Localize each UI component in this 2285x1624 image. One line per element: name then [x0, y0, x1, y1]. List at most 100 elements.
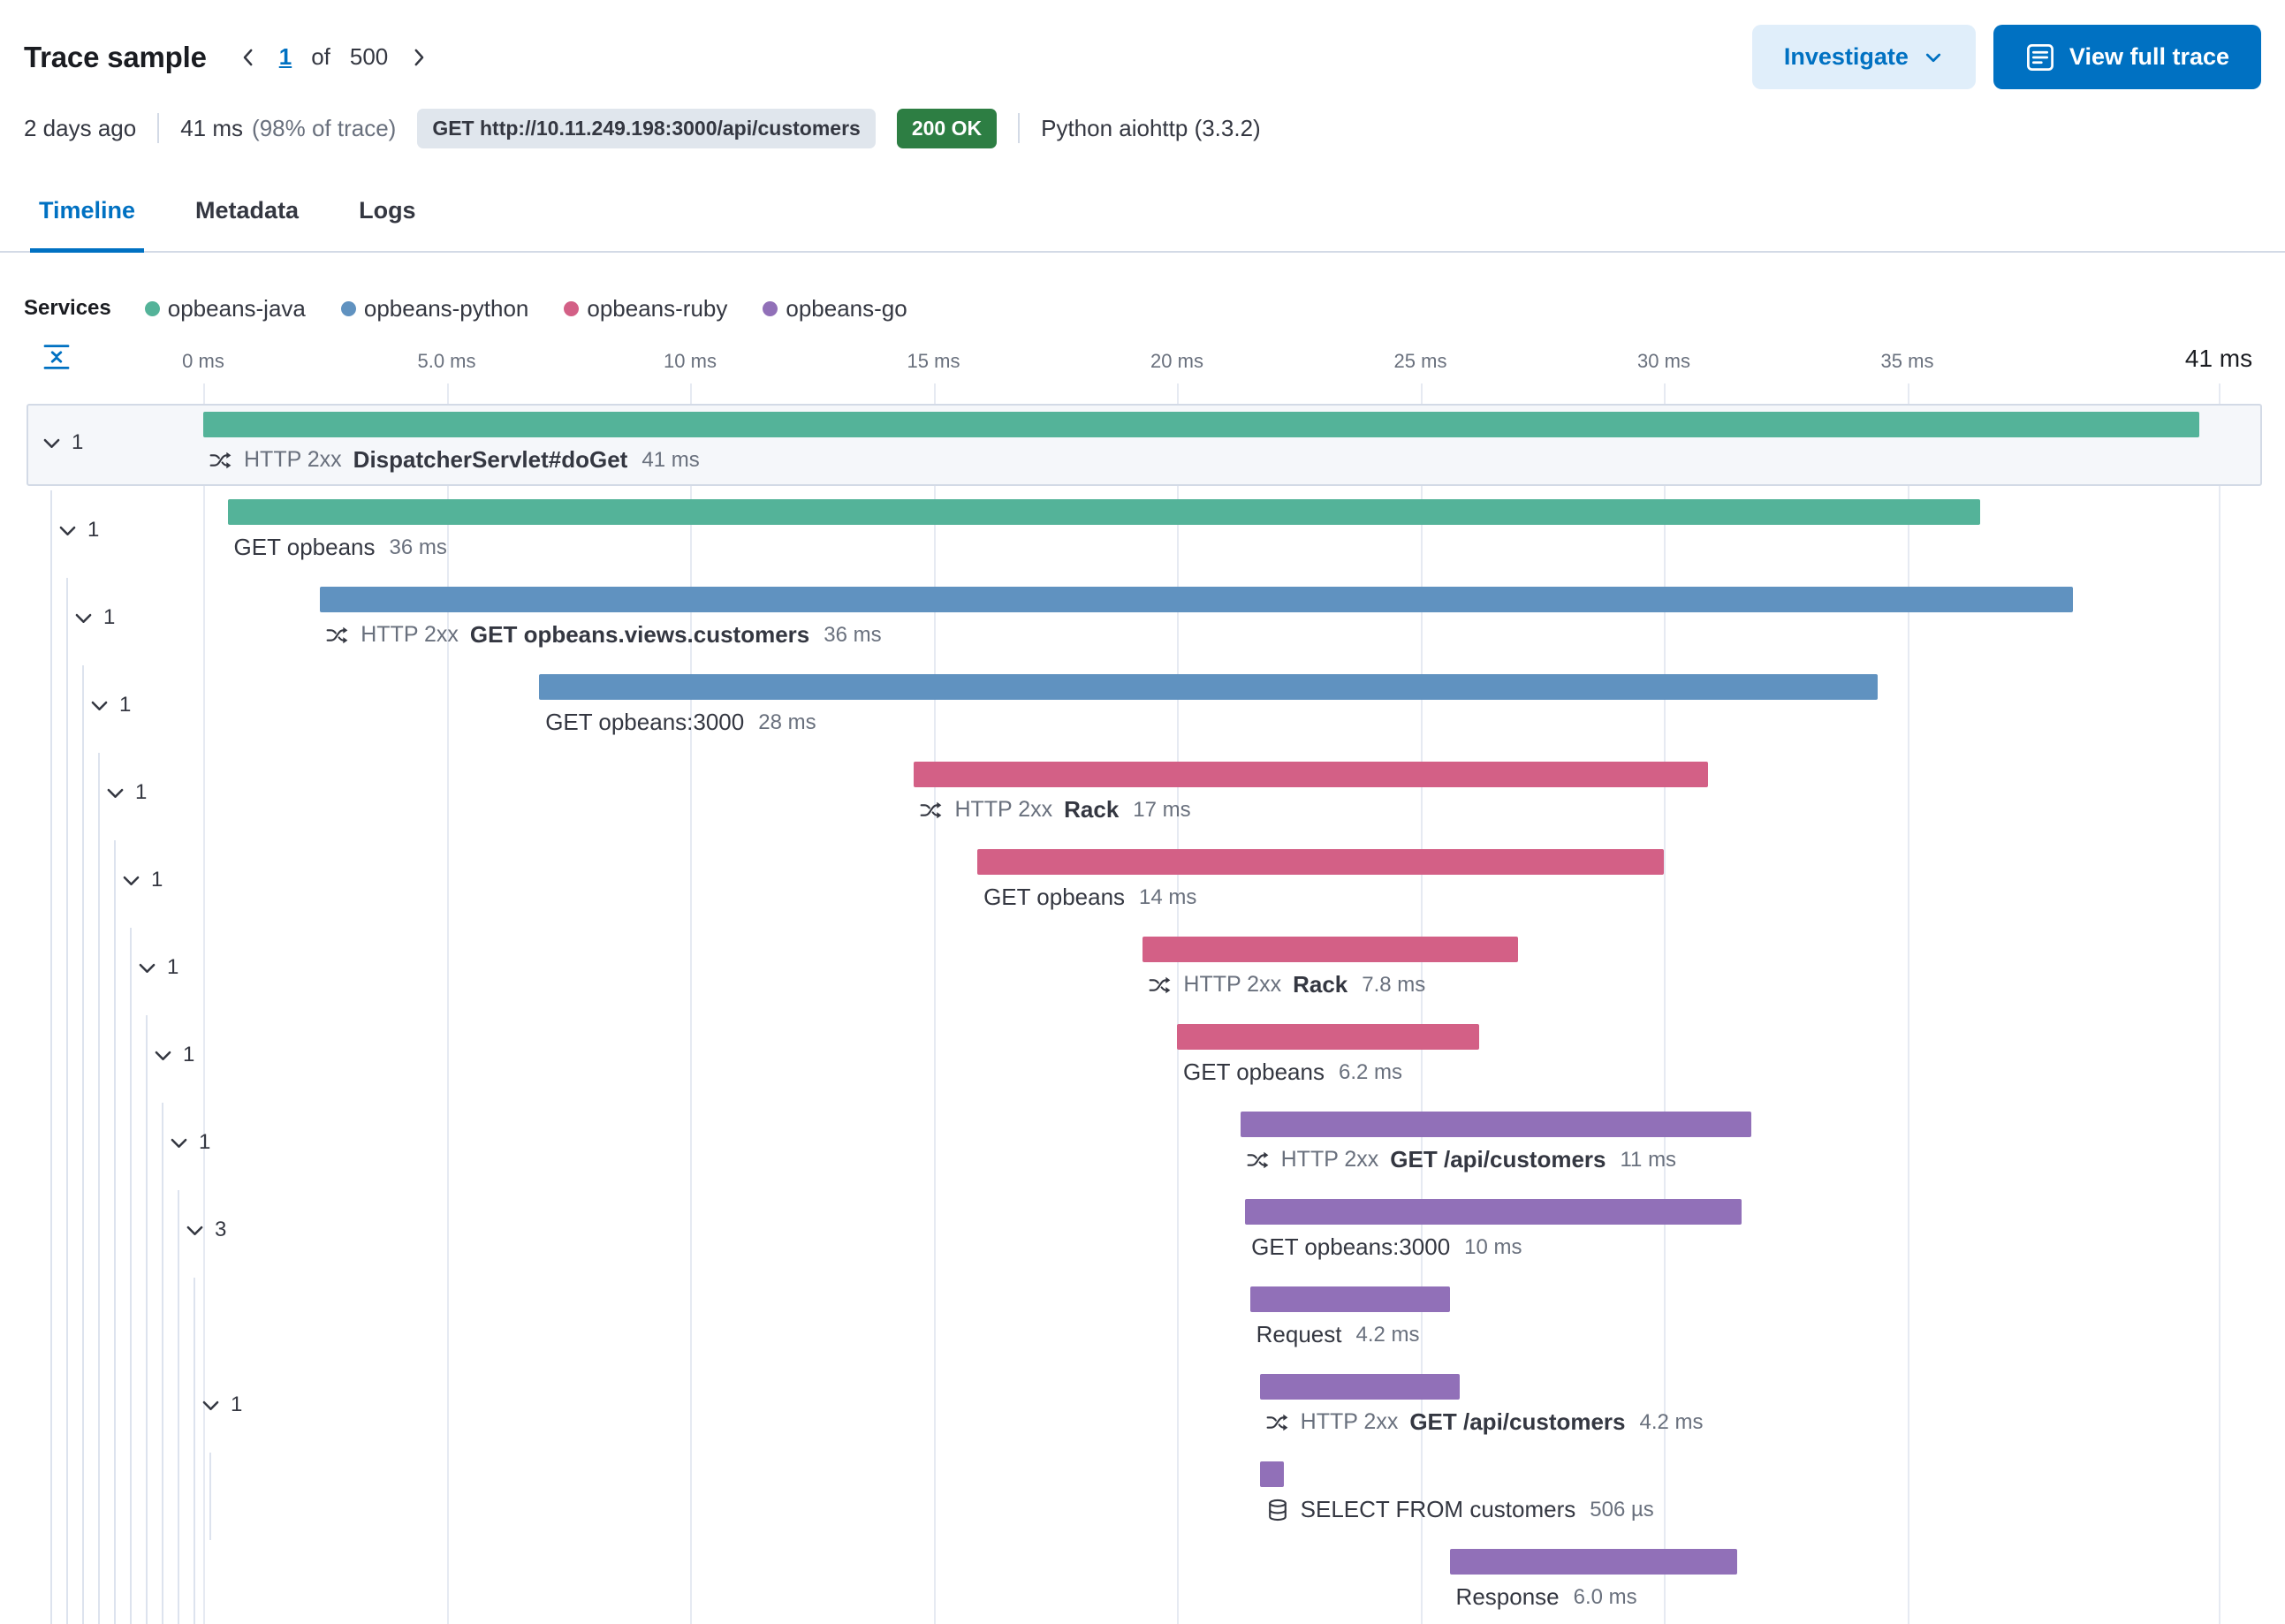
transaction-bar[interactable]	[1142, 937, 1518, 962]
toggle-children-button[interactable]: 1	[151, 1043, 194, 1067]
tree-line	[162, 1365, 163, 1453]
children-count: 1	[183, 1043, 195, 1066]
axis-tick: 0 ms	[182, 350, 224, 372]
item-label[interactable]: Request 4.2 ms	[1256, 1321, 1420, 1348]
header-left: Trace sample 1 of 500	[24, 41, 430, 74]
toggle-children-button[interactable]: 1	[72, 605, 115, 630]
span-bar[interactable]	[1249, 1286, 1450, 1312]
transaction-bar[interactable]	[1240, 1112, 1752, 1137]
transaction-bar[interactable]	[914, 762, 1708, 787]
toggle-children-button[interactable]: 3	[183, 1218, 226, 1242]
service-color-dot	[144, 300, 160, 316]
toggle-children-button[interactable]: 1	[103, 780, 147, 805]
item-label[interactable]: HTTP 2xx GET opbeans.views.customers 36 ms	[326, 621, 882, 649]
tree-line	[146, 1278, 148, 1365]
item-name: DispatcherServlet#doGet	[353, 446, 628, 473]
item-name: Rack	[1293, 971, 1348, 998]
tree-line	[82, 1278, 84, 1365]
waterfall-item[interactable]: 3 GET opbeans:3000 10 ms	[0, 1190, 2285, 1278]
tree-line	[98, 1540, 100, 1624]
waterfall-item[interactable]: Request 4.2 ms	[0, 1278, 2285, 1365]
tree-line	[50, 928, 52, 1015]
transaction-bar[interactable]	[320, 587, 2073, 612]
toggle-children-button[interactable]: 1	[119, 868, 163, 892]
span-bar[interactable]	[1449, 1549, 1737, 1575]
item-label[interactable]: GET opbeans:3000 28 ms	[545, 709, 816, 736]
axis-tick: 30 ms	[1637, 350, 1690, 372]
waterfall-item[interactable]: 1 HTTP 2xx GET /api/customers 4.2 ms	[0, 1365, 2285, 1453]
chevron-down-icon	[151, 1043, 175, 1067]
http-status-prefix: HTTP 2xx	[361, 622, 459, 647]
waterfall-item[interactable]: 1 HTTP 2xx Rack 7.8 ms	[0, 928, 2285, 1015]
item-label[interactable]: HTTP 2xx Rack 17 ms	[920, 796, 1191, 823]
toggle-children-button[interactable]: 1	[199, 1393, 242, 1417]
waterfall-item[interactable]: 1 HTTP 2xx DispatcherServlet#doGet 41 ms	[0, 403, 2285, 490]
transaction-icon	[326, 624, 349, 647]
tree-line	[50, 1540, 52, 1624]
tree-line	[50, 1190, 52, 1278]
grid-line	[446, 383, 449, 1624]
waterfall-item[interactable]: 1 GET opbeans 14 ms	[0, 840, 2285, 928]
view-full-trace-button[interactable]: View full trace	[1993, 25, 2261, 89]
tab-timeline[interactable]: Timeline	[30, 197, 145, 253]
span-bar[interactable]	[1177, 1024, 1479, 1050]
chevron-down-icon	[199, 1393, 223, 1417]
waterfall-item[interactable]: 1 GET opbeans 36 ms	[0, 490, 2285, 578]
tree-line	[114, 1540, 116, 1624]
waterfall-item[interactable]: 1 HTTP 2xx GET /api/customers 11 ms	[0, 1103, 2285, 1190]
item-label[interactable]: HTTP 2xx Rack 7.8 ms	[1149, 971, 1425, 998]
tree-line	[162, 1453, 163, 1540]
fold-waterfall-button[interactable]	[42, 343, 71, 371]
toggle-children-button[interactable]: 1	[167, 1130, 210, 1155]
toggle-children-button[interactable]: 1	[87, 693, 131, 717]
tree-line	[130, 1540, 132, 1624]
waterfall-item[interactable]: Response 6.0 ms	[0, 1540, 2285, 1624]
db-bar[interactable]	[1259, 1461, 1285, 1487]
tree-line	[66, 928, 68, 1015]
item-label[interactable]: GET opbeans 14 ms	[983, 884, 1196, 911]
item-label[interactable]: GET opbeans 6.2 ms	[1183, 1059, 1402, 1086]
waterfall-item[interactable]: 1 GET opbeans:3000 28 ms	[0, 665, 2285, 753]
transaction-icon	[209, 449, 232, 472]
waterfall-item[interactable]: 1 HTTP 2xx GET opbeans.views.customers 36 m…	[0, 578, 2285, 665]
children-count: 1	[72, 430, 84, 454]
item-label[interactable]: HTTP 2xx GET /api/customers 11 ms	[1247, 1146, 1676, 1173]
span-bar[interactable]	[977, 849, 1664, 875]
span-bar[interactable]	[1245, 1199, 1742, 1225]
item-name: GET /api/customers	[1409, 1408, 1626, 1435]
item-label[interactable]: GET opbeans:3000 10 ms	[1251, 1233, 1522, 1261]
tree-line	[98, 1278, 100, 1365]
waterfall-item[interactable]: SELECT FROM customers 506 µs	[0, 1453, 2285, 1540]
waterfall-item[interactable]: 1 GET opbeans 6.2 ms	[0, 1015, 2285, 1103]
item-name: GET opbeans.views.customers	[469, 621, 810, 648]
tree-line	[130, 1015, 132, 1103]
item-label[interactable]: Response 6.0 ms	[1456, 1583, 1637, 1611]
trace-duration: 41 ms (98% of trace)	[180, 115, 396, 142]
tree-line	[50, 840, 52, 928]
span-bar[interactable]	[227, 499, 1981, 525]
current-sample-link[interactable]: 1	[278, 43, 292, 70]
waterfall-item[interactable]: 1 HTTP 2xx Rack 17 ms	[0, 753, 2285, 840]
tab-logs[interactable]: Logs	[350, 197, 425, 251]
item-duration: 11 ms	[1620, 1147, 1677, 1172]
chevron-down-icon	[1923, 47, 1944, 68]
tree-line	[194, 1278, 195, 1365]
next-sample-button[interactable]	[407, 46, 430, 69]
toggle-children-button[interactable]: 1	[56, 518, 99, 543]
toggle-children-button[interactable]: 1	[135, 955, 178, 980]
toggle-children-button[interactable]: 1	[40, 430, 83, 455]
span-bar[interactable]	[539, 674, 1879, 700]
investigate-button[interactable]: Investigate	[1751, 25, 1976, 89]
transaction-bar[interactable]	[203, 412, 2200, 437]
tree-line	[82, 1365, 84, 1453]
tab-metadata[interactable]: Metadata	[186, 197, 307, 251]
item-label[interactable]: SELECT FROM customers 506 µs	[1266, 1496, 1654, 1523]
item-name: GET opbeans:3000	[1251, 1233, 1451, 1260]
item-label[interactable]: HTTP 2xx GET /api/customers 4.2 ms	[1266, 1408, 1704, 1436]
previous-sample-button[interactable]	[237, 46, 260, 69]
axis-end-label: 41 ms	[2184, 345, 2253, 372]
item-label[interactable]: HTTP 2xx DispatcherServlet#doGet 41 ms	[209, 446, 700, 474]
tree-line	[146, 1015, 148, 1103]
transaction-bar[interactable]	[1259, 1374, 1460, 1400]
item-label[interactable]: GET opbeans 36 ms	[234, 534, 447, 561]
